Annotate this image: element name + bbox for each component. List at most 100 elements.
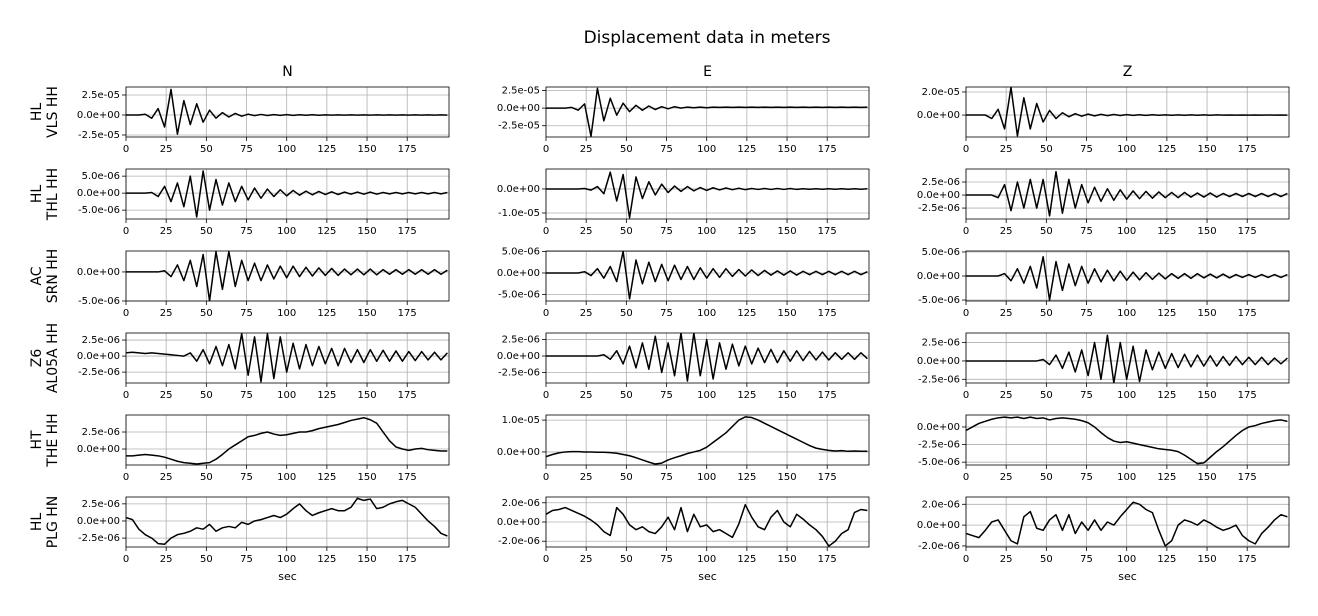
row-label: AL05A HH — [45, 323, 61, 393]
x-tick-label: 50 — [620, 554, 633, 565]
x-tick-label: 100 — [697, 390, 716, 401]
trace-line — [126, 88, 448, 135]
x-tick-label: 150 — [357, 390, 376, 401]
subplot: 0 25 50 75 100 125 150 175 2.5e-06 0.0e+00 HT THE H… — [29, 413, 450, 483]
y-tick-label: -2.5e-06 — [918, 440, 960, 451]
axes-frame — [545, 332, 870, 384]
x-tick-label: 100 — [277, 226, 296, 237]
row-label: VLS HH — [45, 86, 61, 138]
y-tick-label: 0.0e+00 — [77, 444, 120, 455]
x-tick-label: 50 — [200, 144, 213, 155]
x-tick-label: 25 — [1000, 472, 1013, 483]
x-tick-label: 100 — [1117, 144, 1136, 155]
x-tick-label: 125 — [1157, 554, 1176, 565]
x-tick-label: 50 — [1040, 390, 1053, 401]
axes-frame — [125, 250, 450, 302]
trace-line — [966, 170, 1288, 217]
x-tick-label: 0 — [543, 226, 549, 237]
x-tick-label: 50 — [200, 226, 213, 237]
x-tick-label: 125 — [317, 554, 336, 565]
x-tick-label: 175 — [1238, 144, 1257, 155]
x-tick-label: 175 — [1238, 226, 1257, 237]
axes-frame — [545, 250, 870, 302]
trace-line — [546, 503, 868, 547]
x-tick-label: 100 — [697, 226, 716, 237]
x-tick-label: 100 — [277, 472, 296, 483]
x-tick-label: 100 — [277, 308, 296, 319]
axes-frame — [965, 250, 1290, 302]
y-tick-label: 0.0e+00 — [917, 520, 960, 531]
trace-line — [546, 416, 868, 465]
subplot: 0 25 50 75 100 125 150 175 0.0e+00 -5.0e-06 AC SRN … — [29, 249, 450, 319]
x-tick-label: 175 — [398, 554, 417, 565]
y-tick-label: -2.5e-05 — [498, 121, 540, 132]
y-tick-label: 0.0e+00 — [497, 517, 540, 528]
x-tick-label: 50 — [620, 308, 633, 319]
x-tick-label: 25 — [1000, 390, 1013, 401]
y-tick-label: 5.0e-06 — [502, 246, 540, 257]
x-tick-label: 100 — [1117, 390, 1136, 401]
subplot: 0 25 50 75 100 125 150 175 2.5e-06 0.0e+00 -2.5e-0… — [917, 332, 1290, 401]
x-tick-label: 175 — [398, 308, 417, 319]
x-tick-label: 125 — [1157, 226, 1176, 237]
subplot: 0 25 50 75 100 125 150 175 2.5e-06 0.0e+00 -2.5e-0… — [917, 168, 1290, 237]
x-tick-label: 0 — [543, 472, 549, 483]
x-tick-label: 150 — [357, 472, 376, 483]
x-tick-label: 125 — [317, 144, 336, 155]
column-title: Z — [1123, 64, 1133, 80]
x-tick-label: 0 — [123, 308, 129, 319]
axes-frame — [545, 86, 870, 138]
x-tick-label: 175 — [398, 144, 417, 155]
x-tick-label: 125 — [1157, 390, 1176, 401]
axes-frame — [965, 332, 1290, 384]
row-label: HL — [29, 185, 45, 204]
y-tick-label: -5.0e-06 — [498, 290, 540, 301]
trace-line — [966, 256, 1288, 301]
x-tick-label: 150 — [1197, 226, 1216, 237]
x-tick-label: 0 — [123, 144, 129, 155]
x-tick-label: 75 — [660, 390, 673, 401]
x-tick-label: 0 — [123, 226, 129, 237]
y-tick-label: -5.0e-06 — [78, 205, 120, 216]
y-tick-label: 0.0e+00 — [77, 267, 120, 278]
x-tick-label: 125 — [737, 472, 756, 483]
y-tick-label: 0.0e+00 — [497, 351, 540, 362]
trace-line — [126, 333, 448, 383]
x-tick-label: 0 — [123, 390, 129, 401]
axes-frame — [125, 496, 450, 548]
x-tick-label: 175 — [818, 554, 837, 565]
y-tick-label: -5.0e-06 — [918, 295, 960, 306]
x-tick-label: 75 — [660, 226, 673, 237]
x-tick-label: 75 — [240, 472, 253, 483]
trace-line — [126, 416, 448, 465]
y-tick-label: 2.5e-05 — [82, 90, 120, 101]
x-tick-label: 175 — [1238, 308, 1257, 319]
y-tick-label: 0.0e+00 — [497, 184, 540, 195]
x-tick-label: 50 — [620, 144, 633, 155]
x-tick-label: 50 — [200, 472, 213, 483]
x-tick-label: 0 — [543, 554, 549, 565]
y-tick-label: 2.5e-06 — [922, 338, 960, 349]
y-tick-label: -2.5e-06 — [498, 367, 540, 378]
x-tick-label: 150 — [357, 144, 376, 155]
x-tick-label: 50 — [620, 390, 633, 401]
x-tick-label: 25 — [160, 390, 173, 401]
x-tick-label: 150 — [777, 226, 796, 237]
x-tick-label: 25 — [580, 390, 593, 401]
x-axis-label: sec — [698, 570, 717, 583]
axes-frame — [965, 86, 1290, 138]
x-tick-label: 125 — [737, 390, 756, 401]
x-tick-label: 150 — [777, 390, 796, 401]
x-tick-label: 125 — [1157, 472, 1176, 483]
axes-frame — [965, 496, 1290, 548]
subplot: 0 25 50 75 100 125 150 175 5.0e-06 0.0e+00 -5.0e-0… — [497, 246, 870, 319]
axes-frame — [965, 414, 1290, 466]
trace-line — [126, 251, 448, 301]
trace-line — [546, 87, 868, 137]
y-tick-label: 0.0e+00 — [497, 268, 540, 279]
x-tick-label: 25 — [1000, 554, 1013, 565]
trace-line — [966, 501, 1288, 547]
x-tick-label: 25 — [160, 144, 173, 155]
x-tick-label: 50 — [1040, 308, 1053, 319]
subplot: 0 25 50 75 100 125 150 175 2.0e-06 0.0e+00 -2.0e-0… — [917, 496, 1290, 583]
